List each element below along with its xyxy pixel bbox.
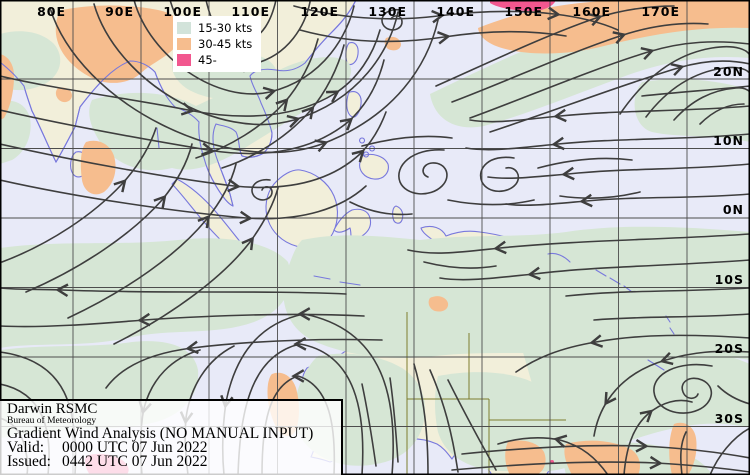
legend-swatch-30-45kts (177, 38, 191, 50)
legend-label: 45- (198, 53, 217, 67)
gradient-wind-analysis-chart: 80E 90E 100E 110E 120E 130E 140E 150E 16… (0, 0, 750, 475)
lon-label-150e: 150E (504, 4, 543, 19)
legend-swatch-15-30kts (177, 22, 191, 34)
lat-label-0n: 0N (723, 202, 744, 217)
lon-label-160e: 160E (572, 4, 611, 19)
chart-info-box: Darwin RSMC Bureau of Meteorology Gradie… (0, 399, 343, 475)
lon-label-140e: 140E (436, 4, 475, 19)
issued-time-row: Issued:0442 UTC 07 Jun 2022 (7, 455, 341, 469)
agency-title: Darwin RSMC (7, 402, 341, 417)
lon-label-90e: 90E (105, 4, 134, 19)
lon-label-130e: 130E (368, 4, 407, 19)
lon-label-170e: 170E (641, 4, 680, 19)
legend-item: 15-30 kts (177, 20, 257, 35)
legend-item: 30-45 kts (177, 36, 257, 51)
legend-item: 45- (177, 52, 257, 67)
lat-label-10n: 10N (713, 133, 744, 148)
legend-swatch-45kts-plus (177, 54, 191, 66)
lat-label-30s: 30S (715, 411, 744, 426)
legend-label: 30-45 kts (198, 37, 252, 51)
issued-label: Issued: (7, 455, 62, 469)
lon-label-120e: 120E (300, 4, 339, 19)
issued-value: 0442 UTC 07 Jun 2022 (62, 453, 208, 470)
lat-label-20n: 20N (713, 64, 744, 79)
lat-label-20s: 20S (715, 341, 744, 356)
legend-label: 15-30 kts (198, 21, 252, 35)
lat-label-10s: 10S (715, 272, 744, 287)
wind-speed-legend: 15-30 kts 30-45 kts 45- (173, 16, 261, 72)
lon-label-80e: 80E (37, 4, 66, 19)
